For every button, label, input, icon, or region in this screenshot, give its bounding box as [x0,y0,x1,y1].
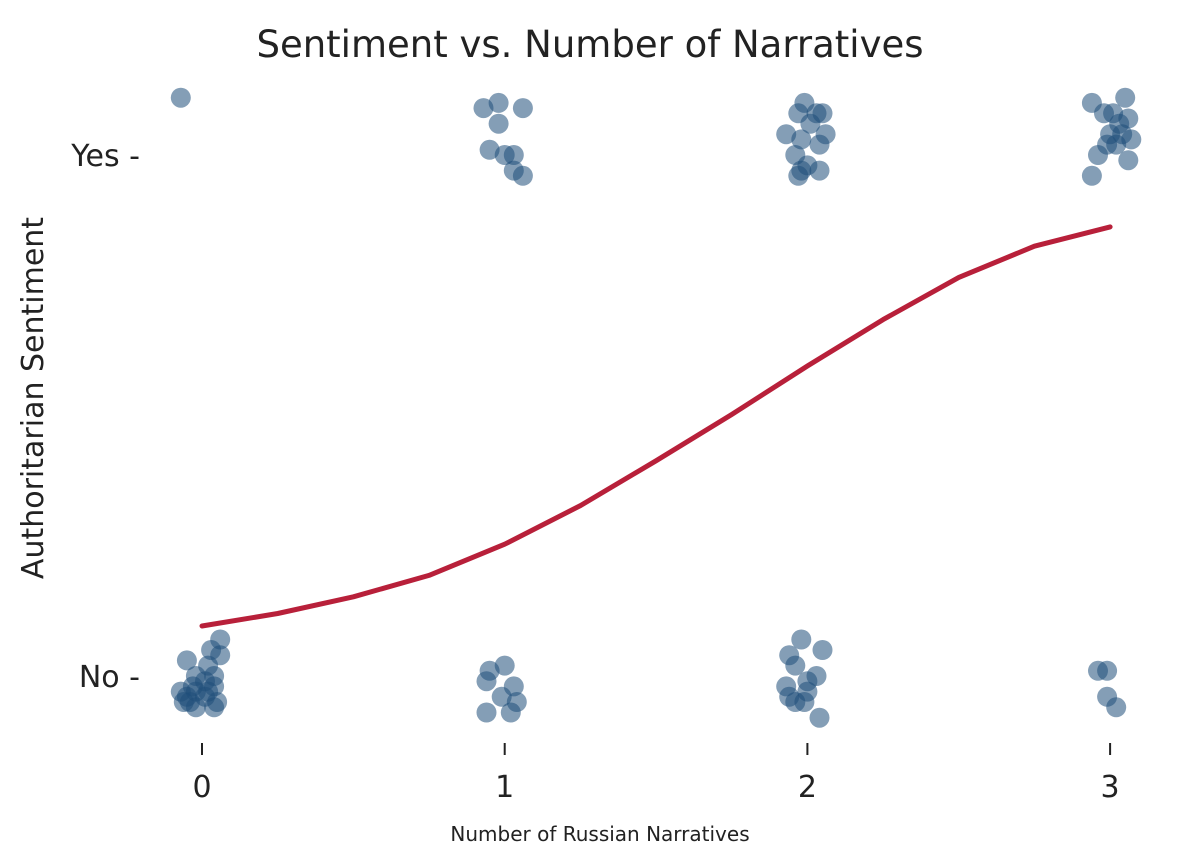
ticks-layer: 0 1 2 3 No - Yes - [70,139,1119,805]
y-tick-label: No - [79,660,140,695]
data-point [512,165,533,186]
data-point [791,129,812,150]
data-point [809,134,830,155]
data-point [207,692,228,712]
data-point [776,124,797,145]
data-point [791,629,812,650]
data-point [476,702,497,723]
data-point [185,681,206,702]
data-point [1121,129,1142,150]
chart-title: Sentiment vs. Number of Narratives [256,23,923,66]
data-point [1106,697,1127,718]
data-point [176,650,197,671]
fit-curve [199,224,1113,629]
data-point [500,702,521,723]
data-point [794,692,815,712]
data-point [1118,150,1139,171]
data-point [170,87,191,108]
data-point [1115,87,1136,108]
data-point [503,145,524,165]
y-tick-label: Yes - [70,139,140,174]
data-point [800,113,821,134]
data-point [476,671,497,692]
data-point [491,686,512,707]
x-tick-label: 0 [192,770,211,805]
x-axis-label: Number of Russian Narratives [450,822,749,846]
data-point [1088,145,1108,165]
y-axis-label: Authoritarian Sentiment [16,217,51,579]
data-point [1106,134,1127,155]
x-tick-label: 2 [798,770,817,805]
data-point [785,655,806,676]
data-point [488,113,509,134]
data-point [479,139,500,160]
data-point [473,98,494,119]
data-point [809,707,830,728]
x-tick-label: 1 [495,770,514,805]
x-tick-label: 3 [1101,770,1120,805]
data-point [812,640,833,660]
data-point [488,92,509,113]
points-layer [170,87,1142,728]
curve-layer [199,224,1113,629]
data-point [512,98,533,119]
data-point [1081,165,1102,186]
data-point [788,165,809,186]
data-point [1097,660,1118,681]
data-point [494,655,515,676]
data-point [809,160,830,181]
